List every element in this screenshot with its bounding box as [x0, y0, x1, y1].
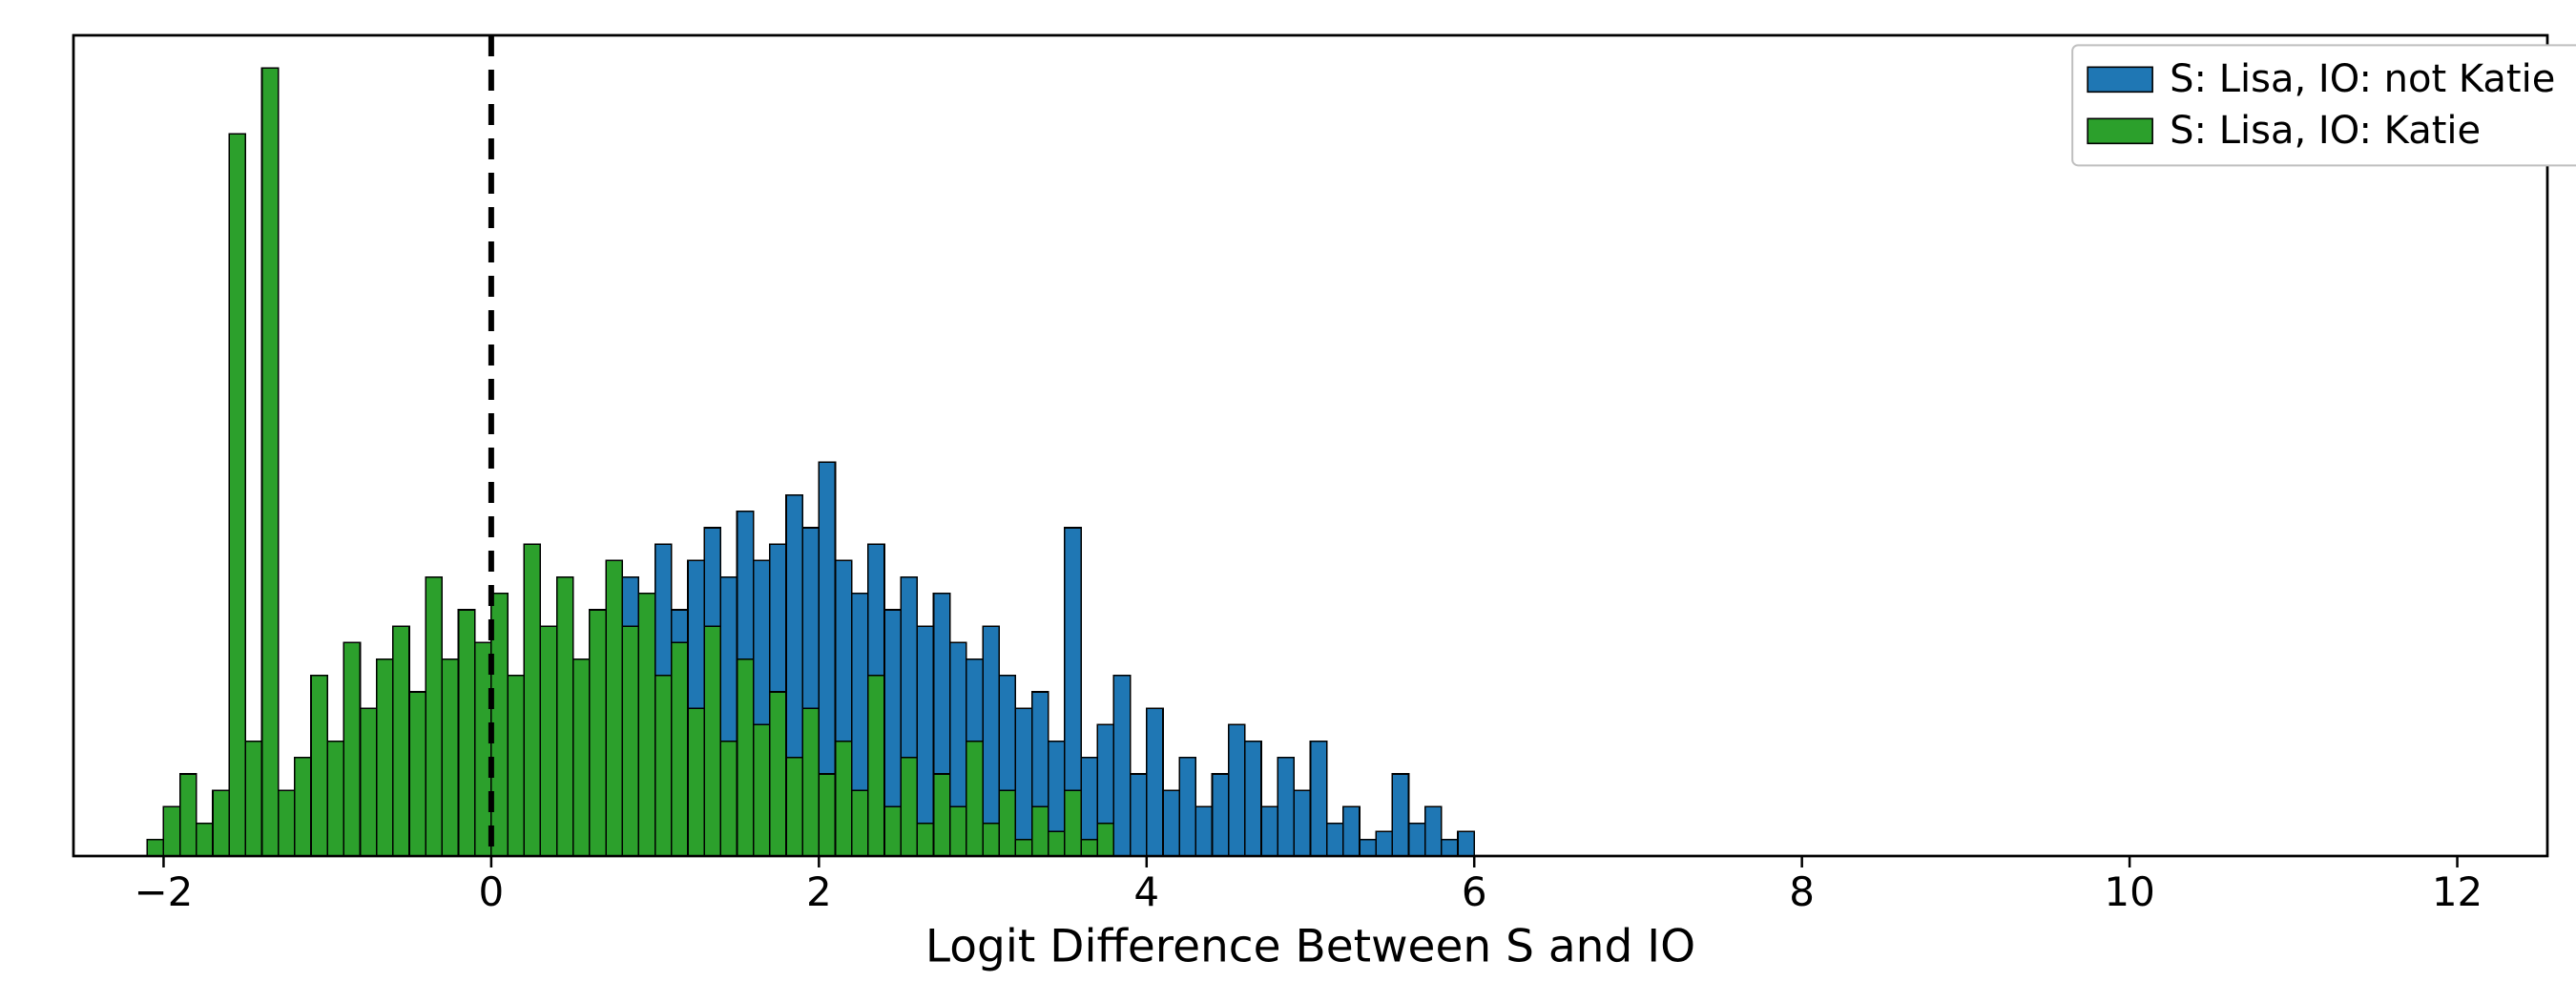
histogram-bar	[279, 790, 295, 856]
histogram-bar	[934, 774, 950, 856]
histogram-bar	[573, 659, 590, 856]
histogram-bar	[1278, 758, 1294, 856]
chart-svg: −2 0 2 4 6 8 10 12 Logit Difference Between S an…	[0, 0, 2576, 982]
histogram-bar	[1458, 831, 1474, 856]
histogram-bar	[966, 742, 983, 856]
histogram-bar	[1360, 840, 1376, 856]
histogram-bar	[1163, 790, 1179, 856]
histogram-bar	[704, 626, 720, 856]
histogram-bar	[672, 642, 688, 856]
histogram-bar	[917, 626, 933, 856]
histogram-bar	[917, 824, 933, 856]
histogram-bar	[688, 708, 704, 856]
histogram-bar	[754, 724, 770, 856]
x-tick-label: 12	[2432, 868, 2483, 915]
histogram-bar	[1294, 790, 1310, 856]
x-tick-label: 6	[1462, 868, 1487, 915]
legend-label: S: Lisa, IO: not Katie	[2170, 57, 2555, 101]
legend-swatch	[2088, 67, 2152, 92]
histogram-bar	[261, 68, 278, 856]
histogram-bar	[950, 806, 966, 856]
histogram-bar	[1327, 824, 1343, 856]
histogram-bar	[1032, 806, 1049, 856]
histogram-bar	[540, 626, 556, 856]
histogram-bar	[819, 774, 835, 856]
histogram-bar	[606, 560, 622, 856]
histogram-bar	[1131, 774, 1147, 856]
histogram-bar	[557, 577, 573, 856]
histogram-bar	[868, 676, 884, 856]
histogram-bar	[147, 840, 163, 856]
histogram-bar	[229, 134, 245, 856]
histogram-bar	[983, 824, 999, 856]
histogram-bar	[1081, 840, 1097, 856]
x-tick-label: 10	[2104, 868, 2154, 915]
histogram-bar	[327, 742, 343, 856]
histogram-bar	[1179, 758, 1195, 856]
histogram-bar	[622, 626, 638, 856]
histogram-bar	[343, 642, 360, 856]
histogram-bar	[1409, 824, 1425, 856]
histogram-bar	[1343, 806, 1360, 856]
histogram-bar	[1229, 724, 1245, 856]
x-tick-label: 0	[479, 868, 505, 915]
histogram-bar	[1311, 742, 1327, 856]
histogram-bar	[786, 758, 802, 856]
histogram-bar	[393, 626, 409, 856]
histogram-bar	[459, 610, 475, 856]
histogram-bar	[802, 708, 819, 856]
x-axis-label: Logit Difference Between S and IO	[925, 921, 1695, 973]
histogram-bar	[245, 742, 261, 856]
histogram-bar	[590, 610, 606, 856]
histogram-bar	[1097, 824, 1113, 856]
histogram-bar	[655, 676, 672, 856]
histogram-bar	[1261, 806, 1278, 856]
histogram-bar	[1015, 840, 1031, 856]
histogram-chart: −2 0 2 4 6 8 10 12 Logit Difference Between S an…	[0, 0, 2576, 982]
histogram-bar	[311, 676, 327, 856]
histogram-bar	[1376, 831, 1392, 856]
histogram-bar	[295, 758, 311, 856]
histogram-bar	[1049, 831, 1065, 856]
histogram-bar	[836, 742, 852, 856]
histogram-bar	[1065, 790, 1081, 856]
histogram-bar	[884, 806, 901, 856]
histogram-bar	[999, 790, 1015, 856]
histogram-bar	[163, 806, 179, 856]
histogram-bar	[197, 824, 213, 856]
histogram-bar	[720, 742, 737, 856]
histogram-bar	[1245, 742, 1261, 856]
histogram-bar	[901, 758, 917, 856]
histogram-bar	[409, 692, 426, 856]
histogram-bar	[508, 676, 524, 856]
histogram-bar	[638, 594, 654, 856]
legend-label: S: Lisa, IO: Katie	[2170, 109, 2481, 153]
histogram-bar	[1015, 708, 1031, 856]
x-tick-label: 4	[1133, 868, 1159, 915]
histogram-bar	[983, 626, 999, 856]
histogram-bar	[213, 790, 229, 856]
histogram-bar	[1425, 806, 1442, 856]
histogram-bar	[442, 659, 458, 856]
histogram-bar	[524, 544, 540, 856]
histogram-bar	[1212, 774, 1228, 856]
histogram-bar	[1442, 840, 1458, 856]
x-tick-label: 8	[1789, 868, 1815, 915]
legend: S: Lisa, IO: not Katie S: Lisa, IO: Katie	[2072, 45, 2576, 165]
histogram-bar	[377, 659, 393, 856]
histogram-bar	[770, 692, 786, 856]
histogram-bar	[1113, 676, 1130, 856]
histogram-bar	[737, 659, 753, 856]
histogram-bar	[1392, 774, 1408, 856]
x-tick-label: −2	[134, 868, 193, 915]
histogram-bar	[1195, 806, 1212, 856]
histogram-bar	[361, 708, 377, 856]
histogram-bar	[1147, 708, 1163, 856]
x-tick-label: 2	[806, 868, 832, 915]
histogram-bar	[426, 577, 442, 856]
histogram-bar	[852, 790, 868, 856]
legend-swatch	[2088, 118, 2152, 143]
histogram-bar	[180, 774, 197, 856]
